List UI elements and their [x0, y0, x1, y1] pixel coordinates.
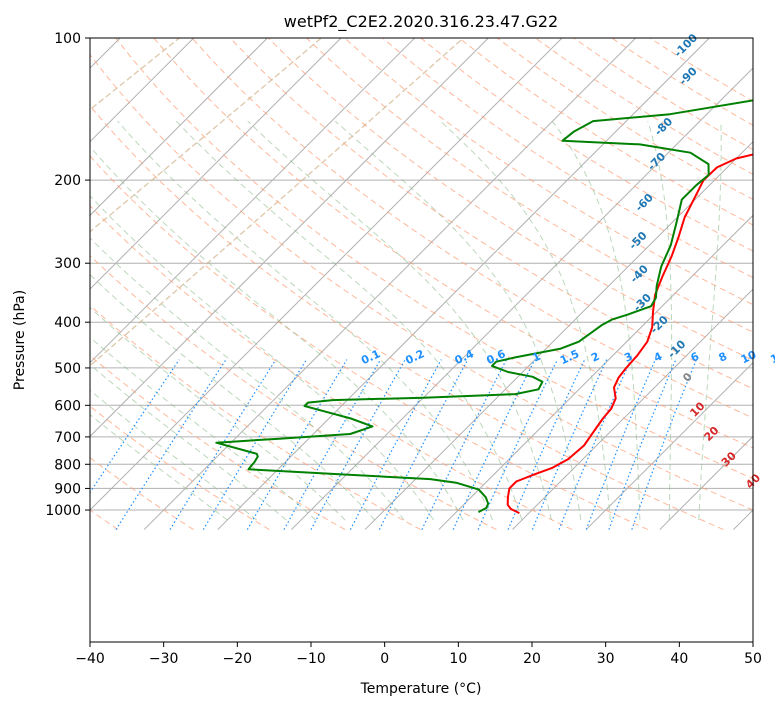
y-tick-label: 500 — [54, 361, 81, 377]
y-tick-label: 900 — [54, 481, 81, 497]
x-tick-label: 40 — [670, 651, 688, 667]
mixing-ratio-line — [349, 359, 442, 530]
mixing-ratio-line — [378, 359, 469, 530]
moist-adiabat — [90, 145, 464, 521]
mixing-ratio-line — [90, 359, 180, 494]
isotherm-gridline — [90, 38, 342, 290]
y-tick-label: 300 — [54, 256, 81, 272]
x-tick-label: 0 — [380, 651, 389, 667]
dry-adiabat — [90, 53, 753, 511]
mixing-ratio-line — [115, 359, 227, 530]
x-tick-label: −10 — [296, 651, 326, 667]
y-tick-label: 400 — [54, 315, 81, 331]
mixing-ratio-line — [169, 359, 277, 530]
temperature-line — [506, 153, 753, 515]
mixing-ratio-line — [631, 359, 697, 530]
moist-adiabat — [647, 120, 673, 520]
background-lines — [90, 38, 753, 531]
x-tick-label: −20 — [223, 651, 253, 667]
moist-adiabat — [90, 274, 376, 521]
plot-frame — [89, 37, 754, 643]
dry-adiabat — [90, 405, 270, 531]
isotherm-gridline — [90, 38, 416, 364]
isotherm-gridline — [585, 361, 753, 530]
moist-adiabat — [175, 120, 523, 521]
moist-adiabat — [247, 120, 552, 521]
dry-adiabat — [90, 104, 724, 531]
moist-adiabat — [440, 120, 611, 521]
dry-adiabat — [90, 304, 421, 531]
moist-adiabat — [90, 414, 228, 521]
x-tick-label: −30 — [149, 651, 179, 667]
isotherm-gridline — [291, 67, 753, 530]
isotherm-gridline — [90, 38, 490, 438]
dry-adiabat — [420, 38, 753, 252]
moist-adiabat — [551, 120, 641, 521]
y-tick-label: 800 — [54, 457, 81, 473]
dewpoint-line — [215, 99, 753, 513]
x-tick-label: 20 — [523, 651, 541, 667]
moist-adiabat — [90, 237, 405, 521]
mixing-ratio-line — [608, 359, 677, 530]
isotherm-gridline — [364, 140, 753, 530]
x-tick-label: 50 — [744, 651, 762, 667]
y-tick-label: 1000 — [45, 503, 81, 519]
y-axis: 100 200 300 400 500 600 700 800 900 1000 — [45, 31, 90, 519]
isotherm-gridline — [143, 38, 637, 530]
y-axis-label: Pressure (hPa) — [12, 290, 28, 390]
reference-curve — [90, 38, 465, 367]
y-tick-label: 600 — [54, 398, 81, 414]
mixing-ratio-label: 10 — [739, 348, 759, 366]
dry-adiabat — [90, 354, 346, 531]
y-tick-label: 200 — [54, 173, 81, 189]
isotherm-gridline — [90, 38, 195, 143]
isotherm-gridline — [90, 38, 563, 511]
mixing-ratio-line — [585, 359, 656, 530]
dry-adiabat — [343, 38, 753, 306]
dry-adiabat — [229, 38, 753, 390]
isotherm-gridline — [659, 435, 753, 530]
dry-adiabat — [267, 38, 753, 361]
x-axis: −40 −30 −20 −10 0 10 20 30 40 50 — [75, 642, 762, 667]
moist-adiabat — [90, 363, 287, 521]
y-tick-label: 700 — [54, 430, 81, 446]
moist-adiabat — [90, 389, 258, 521]
x-axis-label: Temperature (°C) — [360, 681, 482, 697]
mixing-ratio-line — [558, 359, 632, 530]
mixing-ratio-label: 13 — [768, 348, 775, 366]
x-tick-label: −40 — [75, 651, 105, 667]
dry-adiabat — [90, 205, 573, 531]
dry-adiabat — [90, 155, 649, 531]
moist-adiabat — [698, 121, 722, 520]
moist-adiabat — [90, 195, 435, 521]
dry-adiabat — [90, 254, 497, 531]
x-tick-label: 30 — [597, 651, 615, 667]
mixing-ratio-line — [421, 359, 507, 530]
x-tick-label: 10 — [449, 651, 467, 667]
dry-adiabat — [90, 457, 194, 531]
y-tick-label: 100 — [54, 31, 81, 47]
isotherm-gridline — [217, 38, 711, 530]
series-layer — [215, 99, 753, 515]
moist-adiabat — [90, 336, 317, 521]
isotherm-gridline — [90, 38, 269, 217]
chart-title: wetPf2_C2E2.2020.316.23.47.G22 — [284, 12, 558, 32]
dry-adiabat — [115, 38, 753, 480]
